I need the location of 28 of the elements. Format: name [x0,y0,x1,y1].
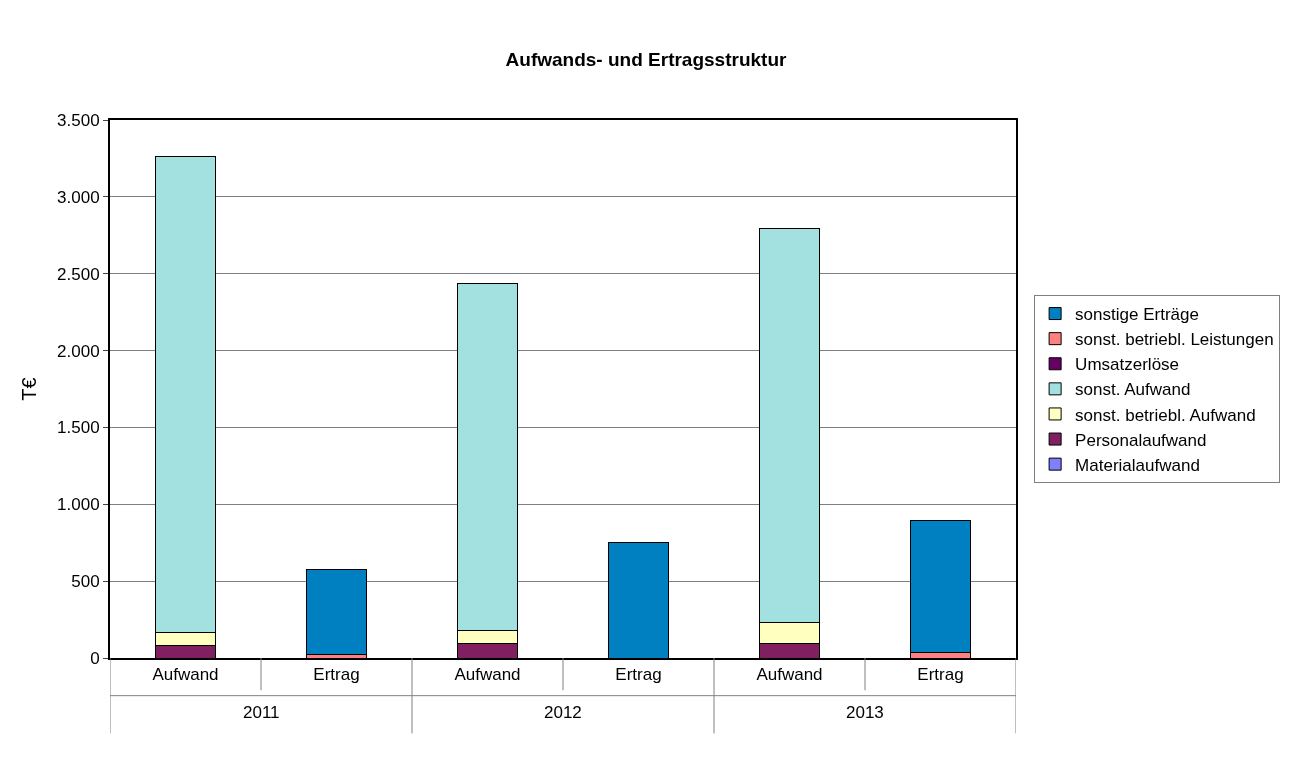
x-tick-label: Aufwand [454,665,521,685]
y-tick-label: 2.000 [57,341,100,361]
y-tick-label: 1.000 [57,495,100,515]
legend-label: sonst. betriebl. Aufwand [1075,405,1256,425]
y-tick-label: 3.500 [57,110,100,130]
x-tick-label: Ertrag [615,665,662,685]
x-tick-label: Ertrag [917,665,964,685]
legend-label: Personalaufwand [1075,430,1207,450]
y-axis-title: T€ [18,377,41,401]
x-tick-label: Ertrag [313,665,360,685]
x-tick-label: Aufwand [152,665,219,685]
y-tick-label: 2.500 [57,264,100,284]
legend-label: sonst. betriebl. Leistungen [1075,330,1274,350]
legend-label: sonst. Aufwand [1075,380,1191,400]
y-tick-label: 0 [90,648,100,668]
legend-label: sonstige Erträge [1075,305,1199,325]
y-tick-label: 3.000 [57,187,100,207]
bar [909,519,972,654]
legend-label: Umsatzerlöse [1075,355,1180,375]
y-tick-label: 500 [71,572,100,592]
text: 2012 [544,703,582,722]
text: 2011 [243,703,280,722]
chart-title: Aufwands- und Ertragsstruktur [505,49,787,71]
text: 2013 [846,703,884,722]
legend-label: Materialaufwand [1075,455,1200,475]
bar [305,569,368,656]
x-tick-label: Aufwand [756,665,823,685]
y-tick-label: 1.500 [57,418,100,438]
